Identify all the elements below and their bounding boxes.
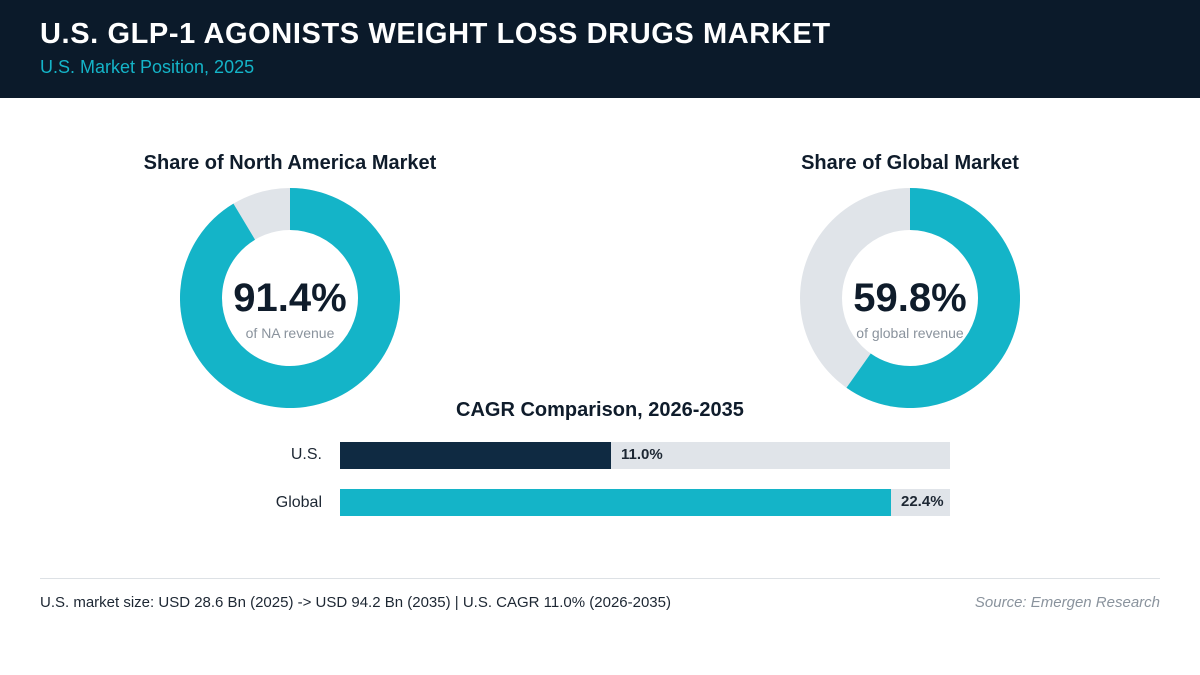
global-share-slice xyxy=(846,188,1020,408)
market-size-note: U.S. market size: USD 28.6 Bn (2025) -> … xyxy=(40,594,671,611)
cagr-chart-title: CAGR Comparison, 2026-2035 xyxy=(456,399,744,421)
bar-label-global: Global xyxy=(275,494,322,511)
bar-track-us: 11.0% xyxy=(340,442,950,469)
footer-divider xyxy=(40,578,1160,579)
page-title: U.S. GLP-1 AGONISTS WEIGHT LOSS DRUGS MA… xyxy=(40,18,831,50)
page-subtitle: U.S. Market Position, 2025 xyxy=(40,57,255,77)
global-share-donut-chart xyxy=(800,188,1020,408)
na-share-value: 91.4% xyxy=(233,276,347,320)
header-banner: U.S. GLP-1 AGONISTS WEIGHT LOSS DRUGS MA… xyxy=(0,0,1200,98)
global-share-value: 59.8% xyxy=(853,276,967,320)
source-note: Source: Emergen Research xyxy=(974,594,1160,611)
na-share-slice xyxy=(180,188,400,408)
na-share-caption: of NA revenue xyxy=(245,325,335,341)
bar-value-us: 11.0% xyxy=(621,446,663,463)
bar-track-global: 22.4% xyxy=(340,489,950,516)
na-share-donut-chart xyxy=(180,188,400,408)
bar-value-global: 22.4% xyxy=(901,493,944,510)
bar-us xyxy=(340,442,611,469)
bar-label-us: U.S. xyxy=(290,446,322,463)
bar-global xyxy=(340,489,891,516)
global-donut-title: Share of Global Market xyxy=(801,152,1019,174)
na-donut-title: Share of North America Market xyxy=(143,152,437,174)
global-share-caption: of global revenue xyxy=(856,325,964,341)
